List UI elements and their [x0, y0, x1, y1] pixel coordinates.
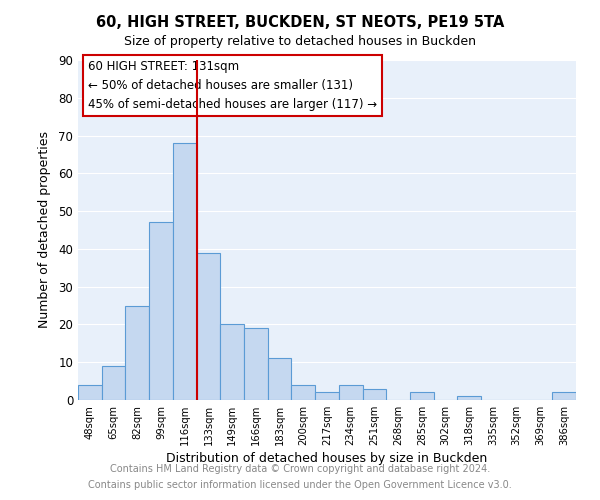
Bar [197, 252, 220, 400]
Bar [362, 388, 386, 400]
Y-axis label: Number of detached properties: Number of detached properties [38, 132, 52, 328]
Text: Contains HM Land Registry data © Crown copyright and database right 2024.: Contains HM Land Registry data © Crown c… [110, 464, 490, 474]
Text: 60 HIGH STREET: 131sqm
← 50% of detached houses are smaller (131)
45% of semi-de: 60 HIGH STREET: 131sqm ← 50% of detached… [88, 60, 377, 111]
Bar [149, 222, 173, 400]
Bar [102, 366, 125, 400]
Bar [315, 392, 339, 400]
Bar [244, 328, 268, 400]
Bar [457, 396, 481, 400]
Bar [410, 392, 434, 400]
Bar [268, 358, 292, 400]
Bar [173, 143, 197, 400]
Bar [339, 385, 362, 400]
Bar [292, 385, 315, 400]
Bar [125, 306, 149, 400]
X-axis label: Distribution of detached houses by size in Buckden: Distribution of detached houses by size … [166, 452, 488, 465]
Text: 60, HIGH STREET, BUCKDEN, ST NEOTS, PE19 5TA: 60, HIGH STREET, BUCKDEN, ST NEOTS, PE19… [96, 15, 504, 30]
Bar [220, 324, 244, 400]
Text: Size of property relative to detached houses in Buckden: Size of property relative to detached ho… [124, 35, 476, 48]
Bar [552, 392, 576, 400]
Text: Contains public sector information licensed under the Open Government Licence v3: Contains public sector information licen… [88, 480, 512, 490]
Bar [78, 385, 102, 400]
